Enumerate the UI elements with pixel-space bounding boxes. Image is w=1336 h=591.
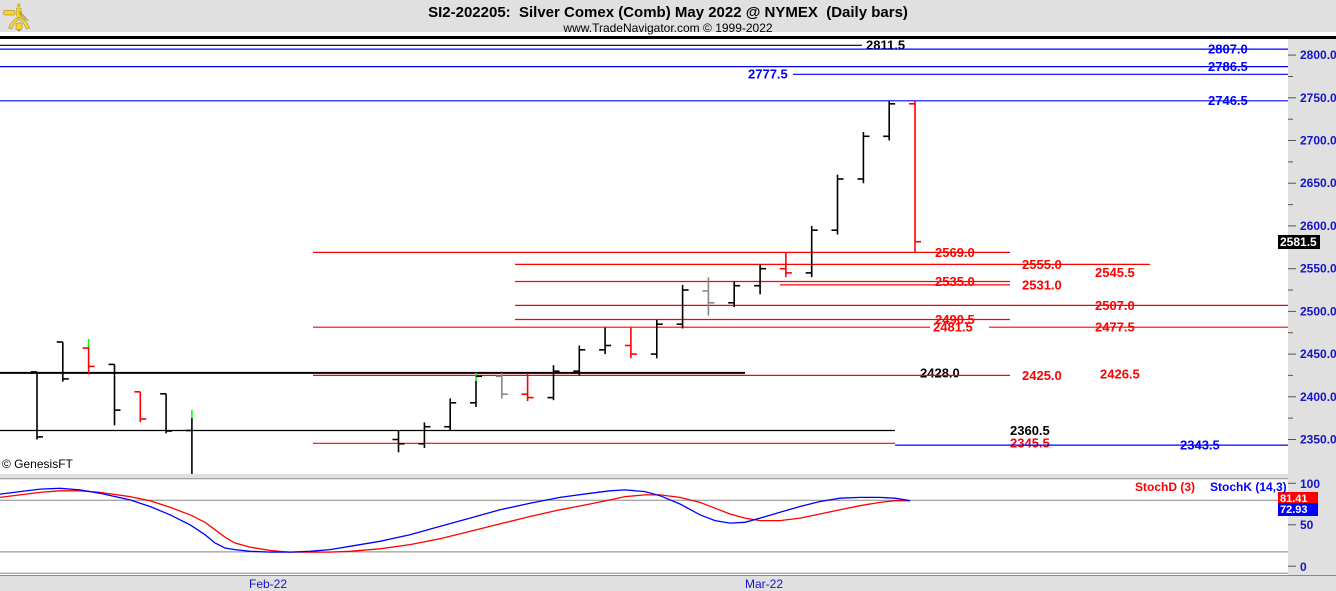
svg-text:2807.0: 2807.0 [1208,42,1248,57]
svg-text:2481.5: 2481.5 [933,320,973,335]
svg-text:© GenesisFT: © GenesisFT [2,457,74,471]
svg-text:2550.0: 2550.0 [1300,262,1336,276]
svg-text:StochK (14,3): StochK (14,3) [1210,480,1287,494]
svg-text:2555.0: 2555.0 [1022,257,1062,272]
svg-text:50: 50 [1300,518,1314,532]
svg-text:2581.5: 2581.5 [1280,235,1317,249]
svg-text:2426.5: 2426.5 [1100,367,1140,382]
svg-text:StochD (3): StochD (3) [1135,480,1195,494]
svg-text:2450.0: 2450.0 [1300,347,1336,361]
svg-text:2700.0: 2700.0 [1300,134,1336,148]
svg-text:2428.0: 2428.0 [920,365,960,380]
svg-text:2569.0: 2569.0 [935,245,975,260]
svg-text:2343.5: 2343.5 [1180,438,1220,453]
svg-text:0: 0 [1300,560,1307,574]
svg-text:2425.0: 2425.0 [1022,368,1062,383]
svg-text:Feb-22: Feb-22 [249,577,287,591]
svg-text:2535.0: 2535.0 [935,274,975,289]
svg-text:100: 100 [1300,477,1320,491]
svg-text:2600.0: 2600.0 [1300,219,1336,233]
svg-text:2811.5: 2811.5 [866,39,905,53]
svg-text:2800.0: 2800.0 [1300,48,1336,62]
svg-text:2507.0: 2507.0 [1095,298,1135,313]
svg-text:2750.0: 2750.0 [1300,91,1336,105]
svg-text:2786.5: 2786.5 [1208,59,1248,74]
svg-text:2777.5: 2777.5 [748,67,788,82]
svg-text:2400.0: 2400.0 [1300,390,1336,404]
svg-text:2746.5: 2746.5 [1208,93,1248,108]
svg-text:Mar-22: Mar-22 [745,577,783,591]
svg-text:2500.0: 2500.0 [1300,304,1336,318]
svg-text:2477.5: 2477.5 [1095,320,1135,335]
svg-text:2350.0: 2350.0 [1300,433,1336,447]
svg-text:2345.5: 2345.5 [1010,436,1050,451]
svg-text:2545.5: 2545.5 [1095,265,1135,280]
svg-text:2531.0: 2531.0 [1022,277,1062,292]
svg-text:2650.0: 2650.0 [1300,176,1336,190]
svg-text:72.93: 72.93 [1280,504,1308,516]
